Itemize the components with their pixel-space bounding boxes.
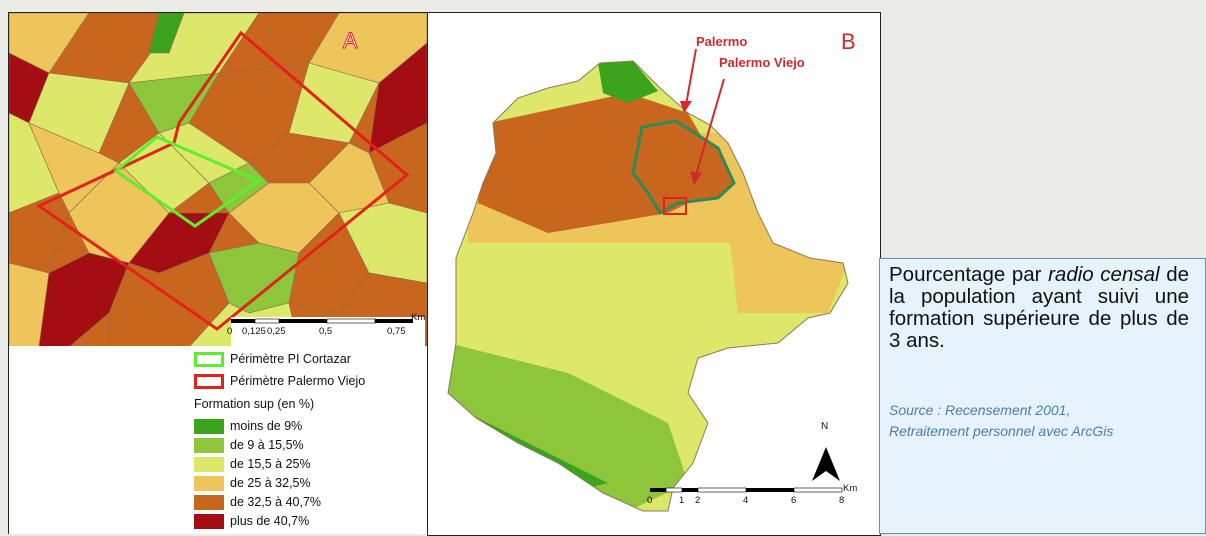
north-arrow xyxy=(812,447,840,481)
legend-label: de 32,5 à 40,7% xyxy=(230,495,322,509)
choropleth-map-a xyxy=(9,13,427,347)
annotation-arrows xyxy=(680,48,725,185)
caption-box: Pourcentage par radio censal de la popul… xyxy=(879,258,1206,534)
scale-a-tick-1: 0,125 xyxy=(242,326,266,337)
legend-swatch xyxy=(194,438,224,453)
palermo-viejo-outline xyxy=(663,197,687,215)
legend-swatch xyxy=(194,476,224,491)
legend-swatch xyxy=(194,419,224,434)
panel-b-label: B xyxy=(841,29,856,54)
legend-label: Périmètre Palermo Viejo xyxy=(230,374,366,388)
scale-b-tick-2: 2 xyxy=(695,495,701,506)
scale-b-tick-4: 6 xyxy=(791,495,797,506)
legend-swatch-cortazar xyxy=(194,352,224,367)
map-panel-a: A 0 0,125 0,25 0,5 0,75 Km xyxy=(8,12,428,348)
scale-a-tick-4: 0,75 xyxy=(387,326,406,337)
legend-swatch-palermo-viejo xyxy=(194,374,224,389)
legend-swatch xyxy=(194,514,224,529)
palermo-annotation: Palermo xyxy=(696,34,748,49)
scale-a-tick-3: 0,5 xyxy=(319,326,333,337)
legend-label: moins de 9% xyxy=(230,419,303,433)
scale-a-unit: Km xyxy=(411,312,426,323)
choropleth-map-b xyxy=(447,48,849,512)
legend-swatch xyxy=(194,457,224,472)
caption-text-part: Pourcentage par xyxy=(889,263,1049,286)
legend-title: Formation sup (en %) xyxy=(194,397,315,411)
palermo-outline xyxy=(631,119,736,216)
scale-b-tick-1: 1 xyxy=(679,495,685,506)
legend-label: de 9 à 15,5% xyxy=(230,438,304,452)
panel-a-label: A xyxy=(343,28,359,54)
map-panel-b: B Palermo Palermo Viejo N 0 1 2 4 6 8 Km xyxy=(427,12,881,536)
scale-bar-a xyxy=(231,318,413,324)
pi-cortazar-perimeter xyxy=(113,135,263,228)
caption-italic-term: radio censal xyxy=(1048,263,1160,286)
caption-text-part: de la population ayant suivi une formati… xyxy=(889,263,1189,352)
caption-source-line-1: Source : Recensement 2001, xyxy=(889,402,1071,418)
legend-label: plus de 40,7% xyxy=(230,514,310,528)
scale-bar-b xyxy=(650,487,843,493)
legend-label: de 15,5 à 25% xyxy=(230,457,311,471)
caption-source-line-2: Retraitement personnel avec ArcGis xyxy=(889,423,1114,439)
scale-b-tick-0: 0 xyxy=(647,495,653,506)
scale-a-tick-2: 0,25 xyxy=(267,326,286,337)
caption-text: Pourcentage par radio censal de la popul… xyxy=(889,264,1189,352)
legend-label: Périmètre PI Cortazar xyxy=(230,352,351,366)
scale-b-tick-5: 8 xyxy=(839,495,845,506)
scale-a-tick-0: 0 xyxy=(227,326,233,337)
scale-b-tick-3: 4 xyxy=(743,495,749,506)
legend-swatch xyxy=(194,495,224,510)
north-label: N xyxy=(821,421,829,432)
legend-label: de 25 à 32,5% xyxy=(230,476,311,490)
palermo-viejo-annotation: Palermo Viejo xyxy=(719,55,805,70)
scale-b-unit: Km xyxy=(843,483,858,494)
